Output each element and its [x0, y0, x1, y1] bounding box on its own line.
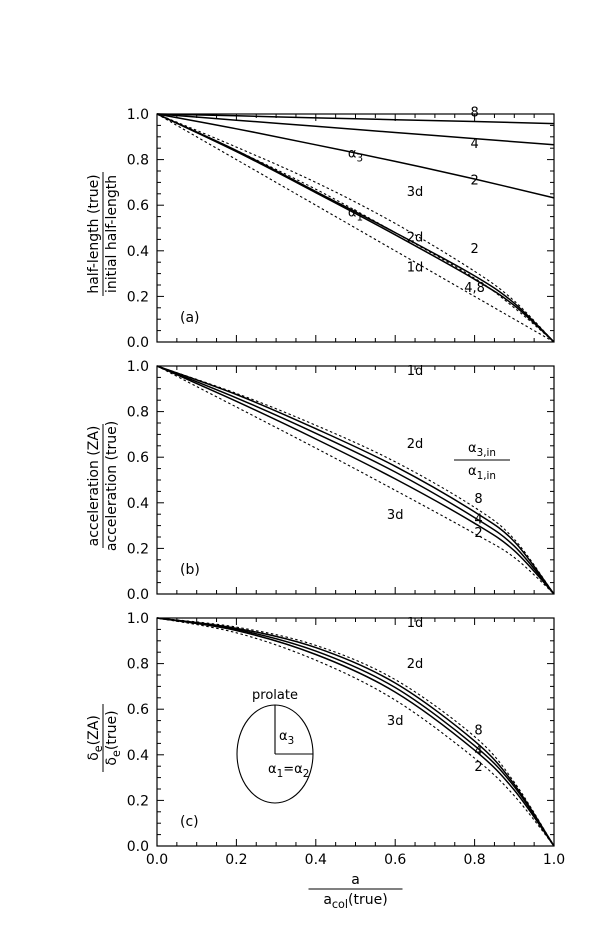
y-tick-label: 0.6	[127, 702, 149, 718]
curve-label: 8	[474, 492, 482, 507]
y-tick-label: 0.8	[127, 405, 149, 421]
curve-label: 2d	[407, 231, 424, 246]
curve-label: α3	[348, 146, 363, 164]
series-line-5	[156, 365, 555, 595]
curve-label: 8	[474, 723, 482, 738]
plot-frame	[156, 617, 555, 847]
legend-denominator: α1,in	[468, 464, 496, 482]
series-line-6	[156, 113, 555, 343]
inset-major-label: α3	[279, 729, 294, 747]
y-tick-label: 0.2	[127, 541, 149, 557]
legend-numerator: α3,in	[468, 441, 496, 459]
y-tick-label: 1.0	[127, 107, 149, 123]
panel-b: 0.0 0.2 0.4 0.6 0.8 1.0 1d 2d 8 42 3d (b) accelerati…	[86, 359, 555, 603]
curve-label: 4,8	[464, 281, 485, 296]
x-tick-label: 0.0	[146, 852, 168, 868]
y-tick-label: 0.4	[127, 496, 149, 512]
curve-label: 2	[474, 526, 482, 541]
curve-label: 1d	[407, 364, 424, 379]
series-line-6	[156, 617, 555, 847]
y-tick-label: 0.4	[127, 244, 149, 260]
y-tick-label: 1.0	[127, 611, 149, 627]
y-axis-label-denominator: initial half-length	[104, 175, 120, 293]
y-axis-label: half-length (true) initial half-length	[86, 172, 120, 296]
curve-label: 2	[470, 174, 478, 189]
panel-label: (b)	[180, 562, 200, 578]
y-tick-label: 0.0	[127, 839, 149, 855]
y-tick-label: 0.0	[127, 587, 149, 603]
panel-a: 0.0 0.2 0.4 0.6 0.8 1.0 8 4 2 α3 3d α1 2d 1d 2 4,8 (a) ha…	[86, 105, 555, 351]
series-line-4	[156, 617, 555, 847]
x-tick-label: 1.0	[543, 852, 565, 868]
series-line-1	[156, 113, 555, 125]
prolate-inset: prolate α3 α1=α2	[236, 688, 314, 804]
panel-label: (a)	[180, 310, 200, 326]
y-tick-label: 0.4	[127, 748, 149, 764]
x-axis-label-denominator: acol(true)	[323, 892, 387, 911]
x-tick-label: 0.8	[463, 852, 485, 868]
y-axis-label: acceleration (ZA) acceleration (true)	[86, 421, 120, 551]
series-line-7	[156, 113, 555, 343]
x-tick-label: 0.6	[384, 852, 406, 868]
series-line-2	[156, 113, 555, 146]
inset-minor-label: α1=α2	[268, 762, 309, 780]
curve-label: 3d	[407, 185, 424, 200]
series-line-2	[156, 617, 555, 847]
series-line-5	[156, 113, 555, 343]
curve-label: 4	[474, 744, 482, 759]
panel-label: (c)	[180, 814, 199, 830]
curve-label: 1d	[407, 616, 424, 631]
curve-label: 4	[470, 137, 478, 152]
y-axis-label-denominator: acceleration (true)	[104, 421, 120, 551]
y-tick-label: 0.6	[127, 450, 149, 466]
curve-label: 2	[470, 242, 478, 257]
y-tick-label: 0.2	[127, 793, 149, 809]
y-axis-label-numerator: half-length (true)	[86, 174, 102, 293]
x-axis-label-numerator: a	[351, 872, 360, 888]
series-line-5	[156, 617, 555, 847]
curve-label: 2d	[407, 437, 424, 452]
y-tick-label: 1.0	[127, 359, 149, 375]
curve-label: 2d	[407, 657, 424, 672]
y-tick-label: 0.0	[127, 335, 149, 351]
curve-label: 8	[470, 105, 478, 120]
x-axis-label: a acol(true)	[308, 872, 403, 911]
series-line-8	[156, 113, 555, 343]
series-line-3	[156, 617, 555, 847]
y-axis-label-numerator: acceleration (ZA)	[86, 426, 102, 547]
y-tick-label: 0.8	[127, 153, 149, 169]
x-tick-label: 0.2	[225, 852, 247, 868]
panel-c: 0.0 0.2 0.4 0.6 0.8 1.0 0.0 0.2 0.4 0.6 0.8 1.0 1d 2d…	[86, 611, 565, 868]
y-tick-label: 0.2	[127, 289, 149, 305]
y-tick-label: 0.8	[127, 657, 149, 673]
curve-label: 3d	[387, 508, 404, 523]
curve-label: 4	[474, 512, 482, 527]
curve-label: 1d	[407, 260, 424, 275]
series-line-3	[156, 113, 555, 199]
y-axis-label-numerator: δe(ZA)	[86, 715, 105, 761]
x-tick-label: 0.4	[305, 852, 327, 868]
y-tick-label: 0.6	[127, 198, 149, 214]
series-line-3	[156, 365, 555, 595]
curve-label: 2	[474, 760, 482, 775]
series-line-4	[156, 365, 555, 595]
curve-label: α1	[348, 206, 363, 224]
curve-label: 3d	[387, 714, 404, 729]
y-axis-label: δe(ZA)δe(true)	[86, 704, 123, 772]
inset-title: prolate	[252, 688, 298, 703]
y-axis-label-denominator: δe(true)	[104, 710, 123, 765]
